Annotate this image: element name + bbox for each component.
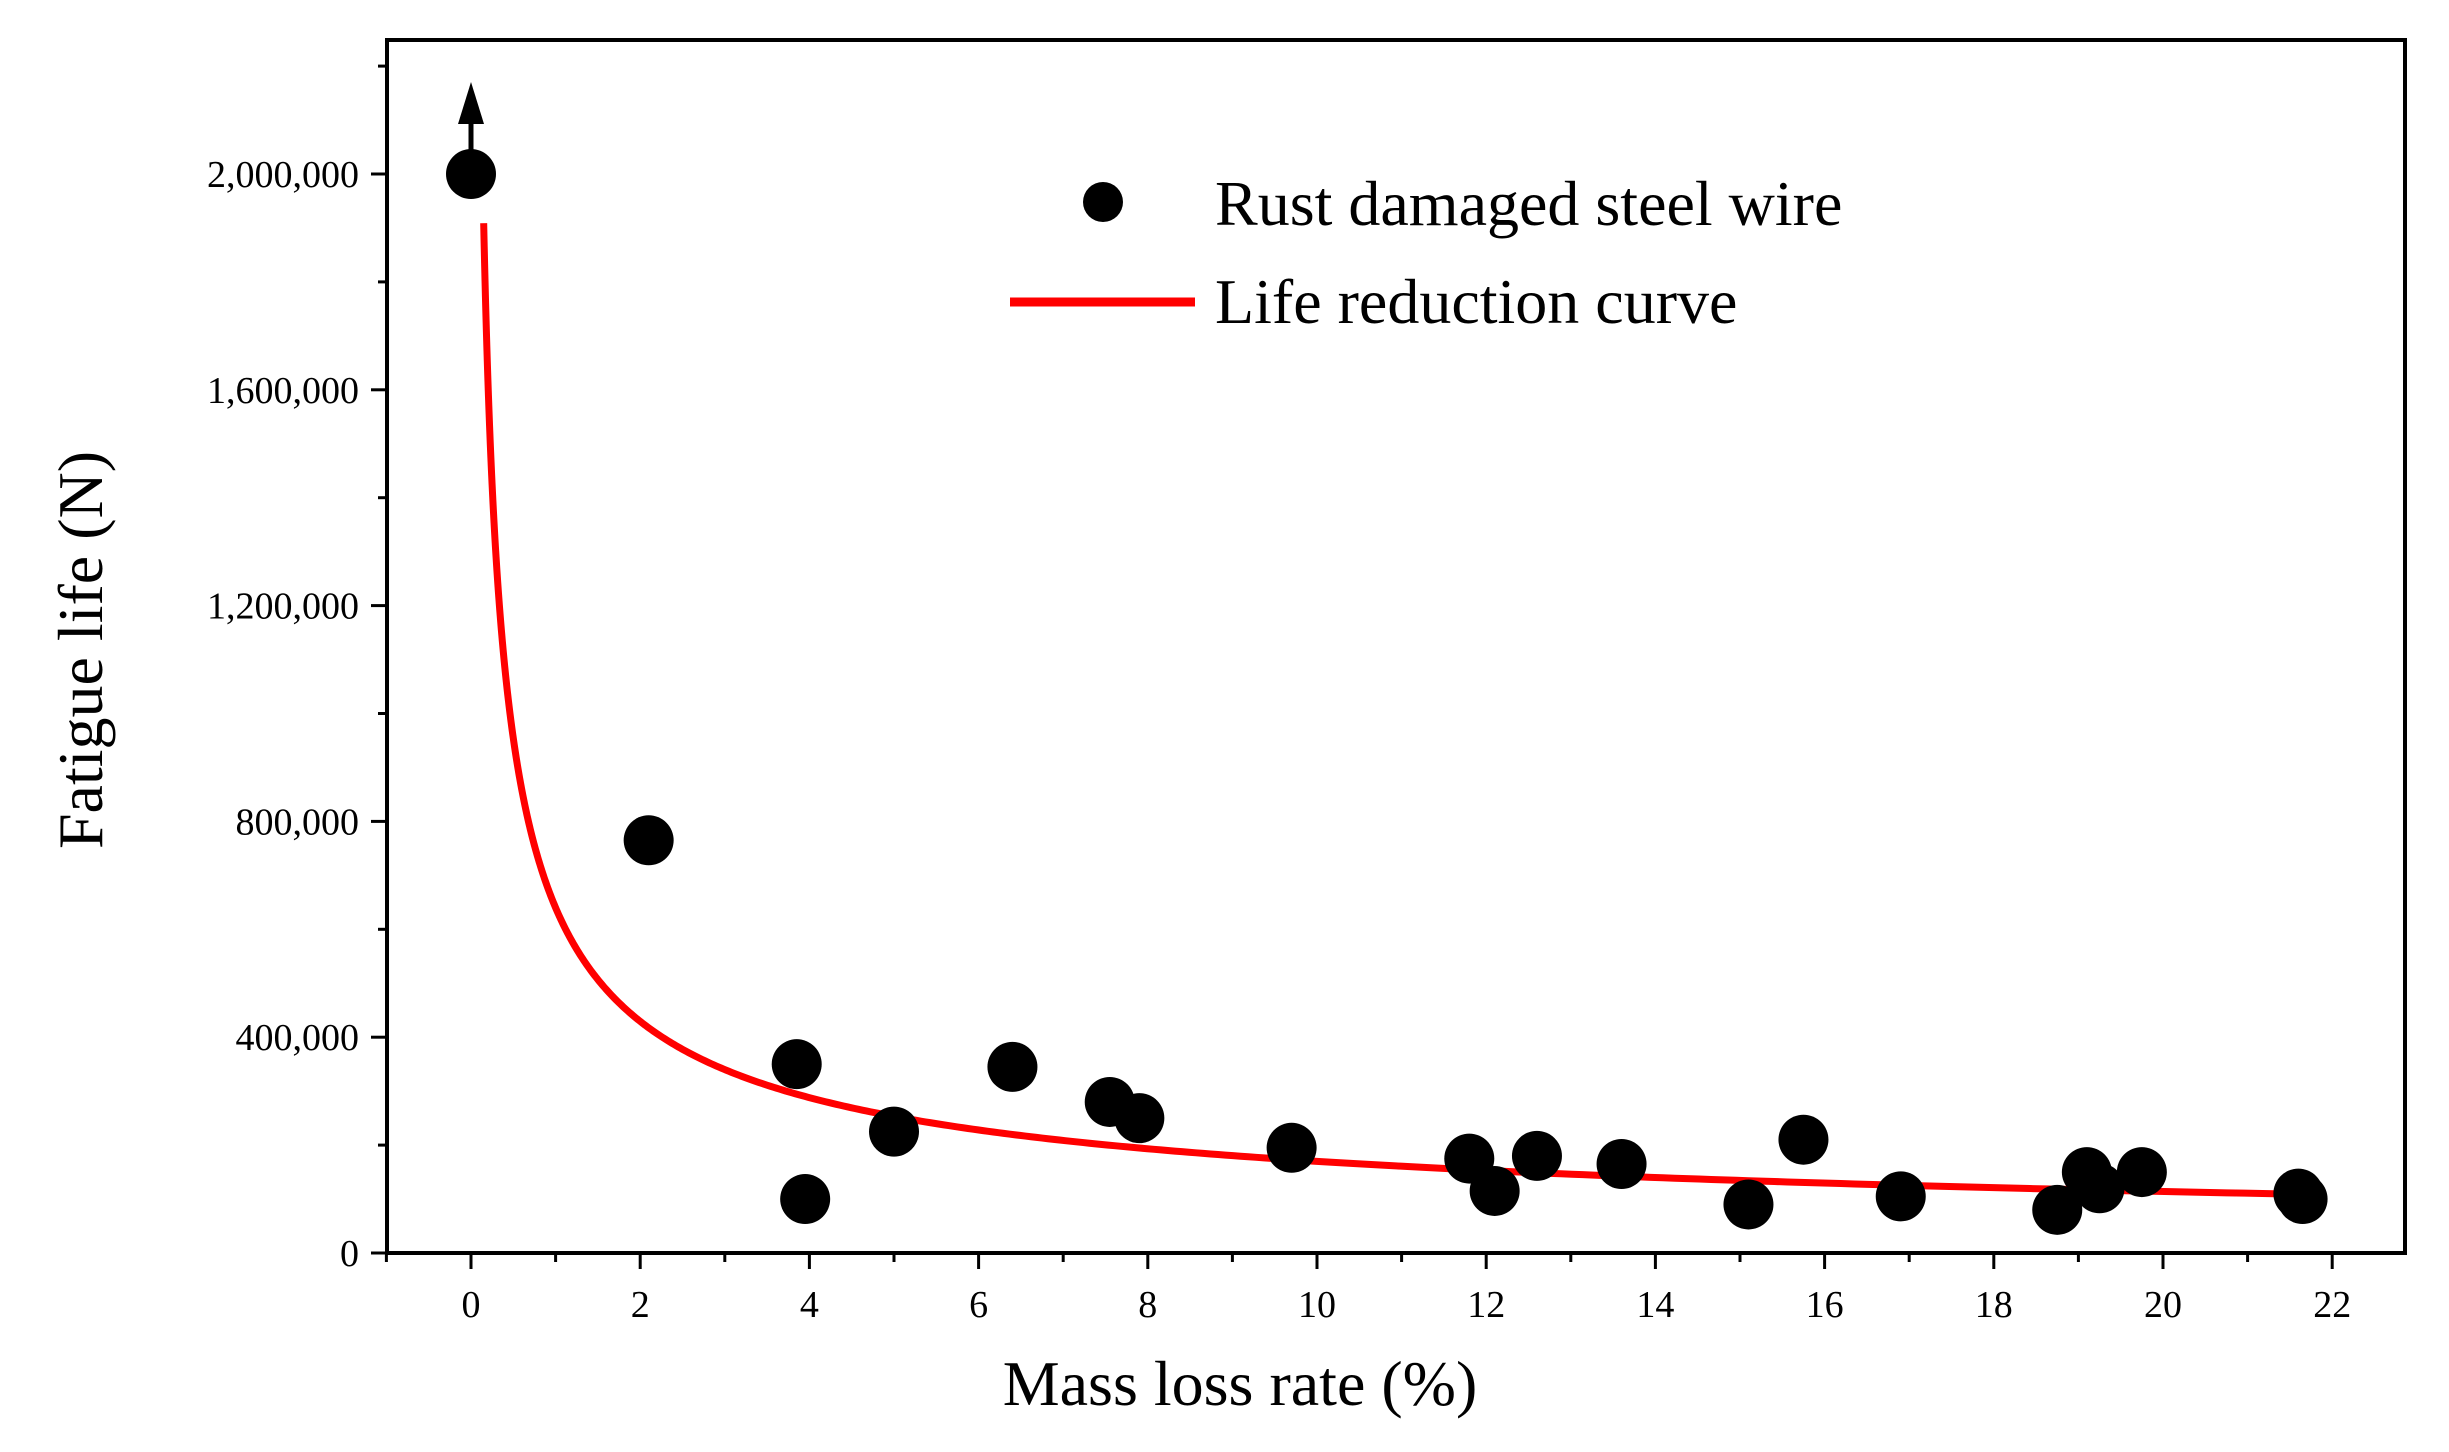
x-tick-label-10: 20 [2144, 1284, 2182, 1326]
legend-label-points: Rust damaged steel wire [1215, 168, 1842, 239]
data-point-21 [2277, 1174, 2328, 1225]
legend: Rust damaged steel wire Life reduction c… [1010, 168, 1842, 337]
data-points [446, 149, 2328, 1235]
x-tick-label-0: 0 [462, 1284, 481, 1326]
y-tick-label-1: 400,000 [236, 1017, 360, 1059]
data-point-8 [1266, 1122, 1317, 1173]
y-tick-label-3: 1,200,000 [207, 586, 359, 628]
data-point-4 [869, 1106, 919, 1157]
data-point-16 [2032, 1184, 2083, 1235]
data-point-1 [623, 815, 674, 866]
x-tick-label-6: 12 [1467, 1284, 1505, 1326]
x-tick-label-4: 8 [1138, 1284, 1157, 1326]
data-point-5 [987, 1041, 1038, 1092]
x-tick-label-3: 6 [969, 1284, 988, 1326]
data-point-13 [1723, 1179, 1774, 1230]
curve-line [480, 223, 2299, 1198]
data-point-15 [1875, 1171, 1926, 1222]
x-axis: 0 2 4 6 8 10 12 14 16 18 20 22 [384, 1253, 2351, 1326]
data-point-7 [1114, 1093, 1165, 1144]
x-axis-title: Mass loss rate (%) [1003, 1348, 1478, 1419]
y-tick-label-5: 2,000,000 [207, 154, 359, 196]
x-tick-label-1: 2 [631, 1284, 650, 1326]
data-point-11 [1511, 1130, 1562, 1181]
data-point-3 [780, 1174, 831, 1225]
x-tick-label-5: 10 [1298, 1284, 1336, 1326]
x-tick-label-2: 4 [800, 1284, 819, 1326]
data-point-2 [771, 1039, 822, 1090]
legend-label-curve: Life reduction curve [1215, 266, 1737, 337]
data-point-18 [2074, 1163, 2125, 1214]
runout-arrow-head-0 [458, 82, 484, 124]
y-tick-label-0: 0 [340, 1233, 359, 1275]
y-axis-title: Fatigue life (N) [45, 451, 116, 849]
y-tick-label-4: 1,600,000 [207, 370, 359, 412]
data-point-19 [2116, 1147, 2167, 1198]
x-tick-label-7: 14 [1636, 1284, 1674, 1326]
life-reduction-curve [480, 223, 2299, 1198]
x-tick-label-8: 16 [1806, 1284, 1844, 1326]
x-tick-label-9: 18 [1975, 1284, 2013, 1326]
data-point-0 [446, 149, 496, 199]
legend-marker-points [1083, 182, 1123, 222]
data-point-14 [1778, 1114, 1829, 1165]
y-axis: 0 400,000 800,000 1,200,000 1,600,000 2,000,0… [207, 64, 387, 1275]
data-point-12 [1596, 1138, 1647, 1189]
x-tick-label-11: 22 [2313, 1284, 2351, 1326]
plot-frame [385, 38, 2407, 1255]
data-point-10 [1469, 1165, 1520, 1216]
annotations [458, 82, 484, 159]
y-tick-label-2: 800,000 [236, 801, 360, 843]
